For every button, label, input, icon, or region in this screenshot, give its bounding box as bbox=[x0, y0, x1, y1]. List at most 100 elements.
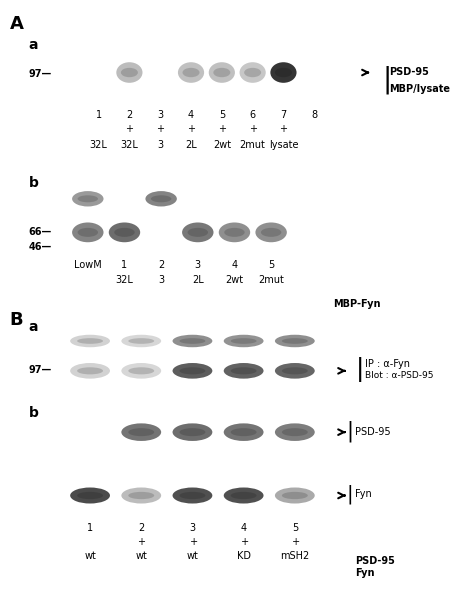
Ellipse shape bbox=[173, 334, 212, 348]
Ellipse shape bbox=[188, 228, 208, 237]
Ellipse shape bbox=[128, 338, 154, 344]
Text: mSH2: mSH2 bbox=[280, 551, 310, 561]
Text: |: | bbox=[382, 65, 392, 94]
Ellipse shape bbox=[282, 367, 308, 374]
Text: 4: 4 bbox=[241, 523, 246, 533]
Text: 32L: 32L bbox=[116, 275, 133, 285]
Text: 6: 6 bbox=[250, 110, 255, 120]
Ellipse shape bbox=[128, 428, 154, 436]
Text: b: b bbox=[28, 176, 38, 191]
Text: a: a bbox=[28, 38, 38, 53]
Ellipse shape bbox=[146, 191, 177, 207]
Text: 2wt: 2wt bbox=[226, 275, 244, 285]
Ellipse shape bbox=[70, 363, 110, 379]
Ellipse shape bbox=[282, 428, 308, 436]
Text: MBP-Fyn: MBP-Fyn bbox=[333, 299, 381, 308]
Ellipse shape bbox=[275, 334, 315, 348]
Text: 32L: 32L bbox=[120, 140, 138, 150]
Text: +: + bbox=[137, 537, 145, 547]
Text: wt: wt bbox=[186, 551, 199, 561]
Text: MBP/lysate: MBP/lysate bbox=[389, 84, 450, 94]
Text: A: A bbox=[9, 15, 23, 33]
Ellipse shape bbox=[70, 334, 110, 348]
Ellipse shape bbox=[182, 223, 213, 242]
Ellipse shape bbox=[231, 492, 256, 499]
Ellipse shape bbox=[121, 363, 161, 379]
Text: 4: 4 bbox=[188, 110, 194, 120]
Text: |: | bbox=[346, 485, 353, 504]
Text: 3: 3 bbox=[157, 110, 163, 120]
Text: 66—: 66— bbox=[28, 227, 52, 237]
Text: 3: 3 bbox=[158, 275, 164, 285]
Ellipse shape bbox=[282, 492, 308, 499]
Ellipse shape bbox=[255, 223, 287, 242]
Text: |: | bbox=[346, 421, 353, 442]
Text: 4: 4 bbox=[231, 260, 237, 271]
Text: +: + bbox=[187, 537, 198, 547]
Text: 2: 2 bbox=[158, 260, 164, 271]
Text: 3: 3 bbox=[195, 260, 201, 271]
Ellipse shape bbox=[261, 228, 282, 237]
Text: Fyn: Fyn bbox=[356, 490, 372, 499]
Ellipse shape bbox=[128, 367, 154, 374]
Ellipse shape bbox=[178, 62, 204, 83]
Text: B: B bbox=[9, 311, 23, 329]
Text: Blot : α-PSD-95: Blot : α-PSD-95 bbox=[365, 371, 434, 381]
Ellipse shape bbox=[70, 487, 110, 504]
Ellipse shape bbox=[180, 492, 205, 499]
Text: +: + bbox=[126, 124, 133, 134]
Ellipse shape bbox=[77, 492, 103, 499]
Text: lysate: lysate bbox=[269, 140, 298, 150]
Text: 2wt: 2wt bbox=[213, 140, 231, 150]
Ellipse shape bbox=[77, 338, 103, 344]
Text: 2: 2 bbox=[126, 110, 133, 120]
Ellipse shape bbox=[121, 68, 138, 77]
Ellipse shape bbox=[78, 228, 98, 237]
Text: 5: 5 bbox=[268, 260, 274, 271]
Text: 3: 3 bbox=[157, 140, 163, 150]
Text: +: + bbox=[280, 124, 287, 134]
Text: wt: wt bbox=[84, 551, 96, 561]
Ellipse shape bbox=[116, 62, 143, 83]
Ellipse shape bbox=[275, 68, 292, 77]
Ellipse shape bbox=[72, 191, 103, 207]
Ellipse shape bbox=[275, 487, 315, 504]
Ellipse shape bbox=[78, 195, 98, 202]
Ellipse shape bbox=[109, 223, 140, 242]
Text: PSD-95: PSD-95 bbox=[389, 67, 428, 77]
Ellipse shape bbox=[270, 62, 297, 83]
Ellipse shape bbox=[77, 367, 103, 374]
Text: 46—: 46— bbox=[28, 242, 52, 252]
Ellipse shape bbox=[209, 62, 235, 83]
Text: 97—: 97— bbox=[28, 365, 52, 375]
Text: wt: wt bbox=[135, 551, 147, 561]
Ellipse shape bbox=[180, 428, 205, 436]
Ellipse shape bbox=[231, 428, 256, 436]
Text: b: b bbox=[28, 406, 38, 420]
Text: 97—: 97— bbox=[28, 69, 52, 79]
Text: 2L: 2L bbox=[192, 275, 204, 285]
Text: IP : α-Fyn: IP : α-Fyn bbox=[365, 359, 410, 369]
Ellipse shape bbox=[180, 367, 205, 374]
Ellipse shape bbox=[213, 68, 230, 77]
Text: 7: 7 bbox=[280, 110, 287, 120]
Ellipse shape bbox=[219, 223, 250, 242]
Ellipse shape bbox=[72, 223, 103, 242]
Ellipse shape bbox=[151, 195, 171, 202]
Ellipse shape bbox=[244, 68, 261, 77]
Text: 1: 1 bbox=[121, 260, 128, 271]
Ellipse shape bbox=[128, 492, 154, 499]
Text: KD: KD bbox=[237, 551, 251, 561]
Text: 2mut: 2mut bbox=[258, 275, 284, 285]
Text: 2mut: 2mut bbox=[240, 140, 265, 150]
Ellipse shape bbox=[121, 487, 161, 504]
Text: 2L: 2L bbox=[185, 140, 197, 150]
Text: 2: 2 bbox=[138, 523, 145, 533]
Ellipse shape bbox=[224, 334, 264, 348]
Ellipse shape bbox=[231, 338, 256, 344]
Ellipse shape bbox=[282, 338, 308, 344]
Text: 1: 1 bbox=[96, 110, 101, 120]
Ellipse shape bbox=[224, 487, 264, 504]
Ellipse shape bbox=[224, 228, 245, 237]
Text: PSD-95: PSD-95 bbox=[356, 427, 391, 436]
